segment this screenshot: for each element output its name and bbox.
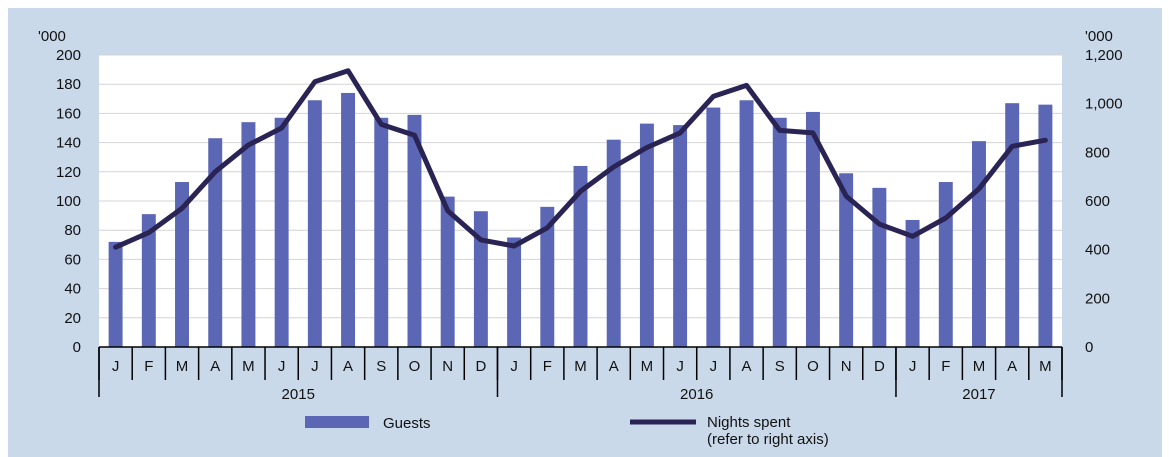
month-label: A (343, 358, 353, 375)
guests-bar (972, 141, 986, 347)
year-label: 2016 (680, 386, 713, 403)
guests-bar (307, 100, 322, 347)
left-tick-label: 0 (73, 339, 81, 356)
month-label: M (973, 358, 986, 375)
guests-bar (374, 117, 389, 347)
guests-bar (872, 187, 887, 347)
month-label: J (311, 358, 319, 375)
guests-bar (208, 138, 223, 347)
guests-bar (507, 237, 522, 347)
guests-bar (175, 182, 189, 347)
month-label: M (242, 358, 255, 375)
guests-bar (739, 100, 754, 347)
month-label: N (841, 358, 852, 375)
guests-bars (108, 92, 1053, 348)
guests-bar (573, 165, 588, 347)
month-label: M (1039, 358, 1052, 375)
year-label: 2017 (962, 386, 995, 403)
month-label: S (376, 358, 386, 375)
nights-spent-line (113, 68, 1048, 250)
left-tick-label: 160 (56, 105, 81, 122)
guests-bar (1005, 103, 1020, 348)
guests-bar (639, 123, 654, 348)
legend-nights-note: (refer to right axis) (707, 431, 829, 448)
month-label: J (710, 358, 718, 375)
guests-bar (341, 92, 356, 348)
month-label: M (574, 358, 587, 375)
month-label: A (609, 358, 619, 375)
guests-bar (805, 111, 820, 347)
guests-bar (540, 206, 555, 347)
right-tick-label: 200 (1085, 290, 1110, 307)
month-label: J (510, 358, 518, 375)
month-label: N (442, 358, 453, 375)
month-label: D (874, 358, 885, 375)
right-tick-label: 0 (1085, 339, 1093, 356)
month-label: F (543, 358, 552, 375)
guests-bar (839, 173, 854, 347)
legend-guests-label: Guests (383, 415, 431, 432)
nights-line (113, 68, 1048, 250)
left-tick-label: 200 (56, 47, 81, 64)
guests-bar (141, 214, 156, 347)
guests-bar (673, 125, 688, 347)
month-label: A (742, 358, 752, 375)
left-tick-label: 100 (56, 193, 81, 210)
right-tick-label: 1,200 (1085, 47, 1123, 64)
guests-bar (241, 122, 256, 347)
left-tick-label: 60 (64, 251, 81, 268)
left-tick-label: 140 (56, 135, 81, 152)
month-label: J (909, 358, 917, 375)
legend: Guests Nights spent (refer to right axis… (305, 414, 829, 448)
month-label: J (676, 358, 684, 375)
right-tick-label: 1,000 (1085, 96, 1123, 113)
month-label: D (475, 358, 486, 375)
guests-bar (440, 196, 455, 347)
right-tick-label: 800 (1085, 144, 1110, 161)
month-label: A (210, 358, 220, 375)
month-label: M (641, 358, 654, 375)
guests-bar (905, 219, 920, 347)
month-label: S (775, 358, 785, 375)
chart-frame: 0 20 40 60 80 100 120 140 160 180 200 0 200 400 600 800… (8, 8, 1162, 457)
month-label: A (1007, 358, 1017, 375)
guests-bar (407, 114, 422, 347)
month-label: J (278, 358, 286, 375)
guests-bar (473, 211, 488, 347)
left-tick-label: 40 (64, 281, 81, 298)
year-label: 2015 (282, 386, 315, 403)
guests-bar (938, 182, 953, 347)
right-tick-label: 400 (1085, 242, 1110, 259)
month-label: F (144, 358, 153, 375)
left-axis-unit: '000 (38, 28, 66, 45)
left-tick-label: 120 (56, 164, 81, 181)
month-label: O (807, 358, 819, 375)
legend-guests-swatch (305, 416, 369, 428)
right-tick-label: 600 (1085, 193, 1110, 210)
left-tick-label: 80 (64, 222, 81, 239)
guests-bar (1038, 104, 1053, 347)
guests-bar (706, 107, 721, 347)
right-axis-unit: '000 (1085, 28, 1113, 45)
axes: 0 20 40 60 80 100 120 140 160 180 200 0 200 400 600 800… (56, 47, 1123, 403)
month-label: M (176, 358, 189, 375)
month-label: F (941, 358, 950, 375)
month-label: O (409, 358, 421, 375)
legend-nights-label: Nights spent (707, 414, 791, 431)
left-tick-label: 20 (64, 310, 81, 327)
guests-bar (274, 117, 289, 347)
guests-bar (772, 117, 787, 347)
guests-bar (606, 139, 621, 347)
left-tick-label: 180 (56, 76, 81, 93)
guests-nights-chart: 0 20 40 60 80 100 120 140 160 180 200 0 200 400 600 800… (38, 28, 1123, 448)
month-label: J (112, 358, 120, 375)
guests-bar (108, 241, 123, 347)
